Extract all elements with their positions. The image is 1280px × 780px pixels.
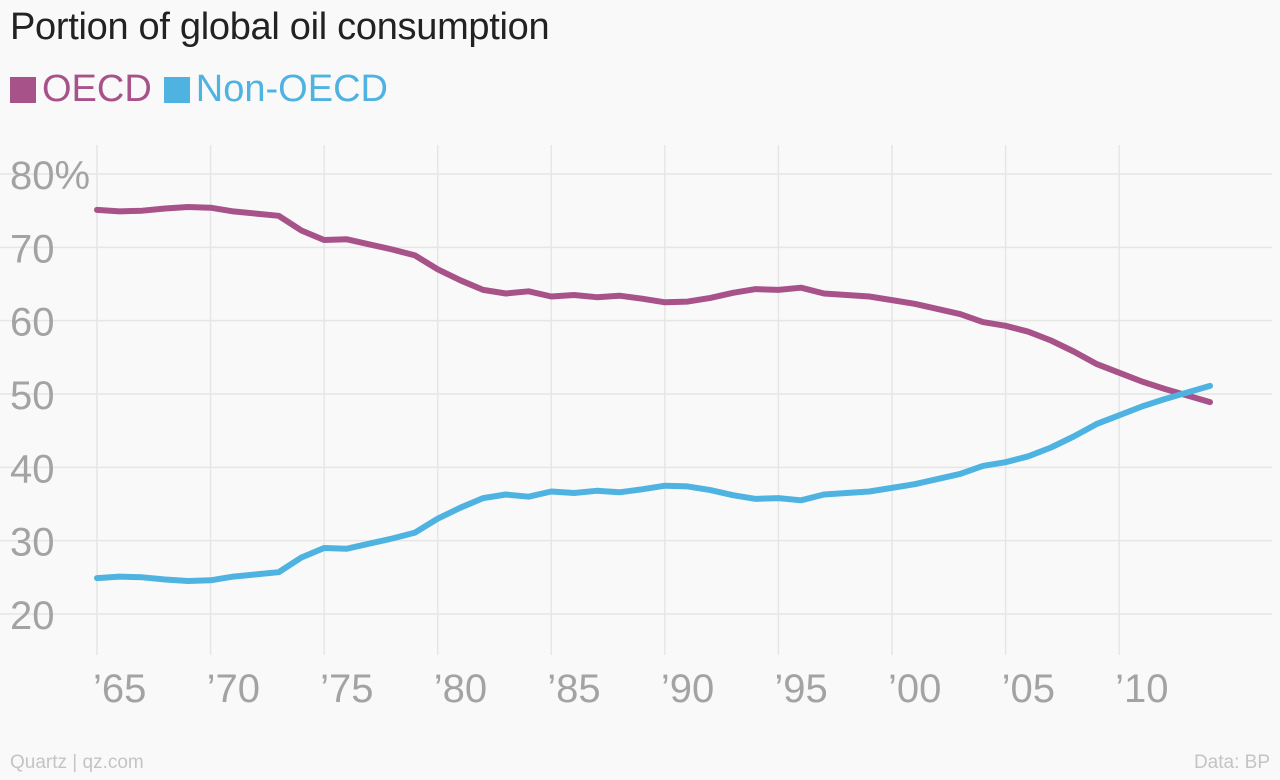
- source-credit: Quartz | qz.com: [10, 752, 144, 773]
- y-tick-label: 60: [10, 301, 55, 345]
- series-line-oecd: [94, 204, 1213, 406]
- series-line-non-oecd: [94, 382, 1213, 584]
- x-tick-label: ’80: [434, 667, 487, 711]
- y-tick-label: 40: [10, 447, 55, 491]
- x-tick-label: ’90: [661, 667, 714, 711]
- x-tick-label: ’75: [320, 667, 373, 711]
- x-tick-label: ’05: [1002, 667, 1055, 711]
- legend-swatch-non-oecd: [163, 76, 190, 103]
- legend-swatch-oecd: [10, 76, 36, 103]
- legend: OECD Non-OECD: [10, 68, 388, 111]
- y-tick-label: 20: [10, 594, 55, 638]
- chart-title: Portion of global oil consumption: [10, 6, 550, 48]
- y-tick-label: 70: [10, 227, 55, 271]
- data-source: Data: BP: [1193, 752, 1270, 773]
- legend-item-oecd: OECD: [10, 68, 152, 111]
- legend-item-non-oecd: Non-OECD: [163, 68, 388, 111]
- x-tick-label: ’85: [547, 667, 600, 711]
- x-tick-label: ’10: [1115, 667, 1168, 711]
- legend-label-oecd: OECD: [42, 68, 152, 110]
- x-tick-label: ’95: [774, 667, 827, 711]
- x-tick-label: ’00: [888, 667, 941, 711]
- y-tick-label: 80%: [10, 154, 90, 198]
- legend-label-non-oecd: Non-OECD: [195, 68, 388, 110]
- x-tick-label: ’70: [207, 667, 260, 711]
- y-tick-label: 30: [10, 521, 55, 565]
- x-tick-label: ’65: [93, 667, 146, 711]
- y-tick-label: 50: [10, 374, 55, 418]
